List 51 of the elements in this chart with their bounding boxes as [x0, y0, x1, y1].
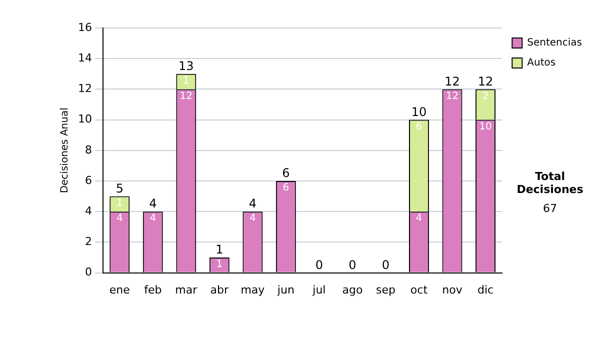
y-tick-label: 6 — [84, 174, 92, 187]
data-label: 12 — [180, 90, 193, 102]
total-label: 12 — [478, 74, 494, 88]
total-label: 0 — [315, 258, 324, 272]
x-tick-label: ene — [109, 283, 130, 296]
total-label: 12 — [444, 74, 460, 88]
x-tick-label: mar — [175, 283, 198, 296]
x-tick-label: nov — [442, 283, 463, 296]
total-label: 13 — [178, 59, 194, 74]
total-label: 6 — [282, 166, 290, 180]
text: 67 — [542, 202, 558, 215]
y-tick-label: 8 — [84, 143, 92, 156]
data-label: 1 — [116, 198, 123, 209]
data-label: 6 — [282, 182, 290, 194]
total-label: 4 — [149, 196, 157, 211]
x-tick-label: sep — [376, 283, 396, 296]
data-label: 1 — [216, 259, 223, 270]
total-label: 4 — [248, 196, 256, 211]
x-tick-label: may — [240, 283, 266, 296]
data-label: 4 — [416, 213, 422, 224]
y-axis-title: Decisiones Anual — [60, 108, 71, 194]
total-label: 0 — [348, 258, 356, 272]
y-tick-label: 0 — [84, 266, 92, 279]
y-tick-label: 14 — [78, 51, 92, 64]
total-label: 1 — [216, 242, 224, 257]
data-label: 6 — [416, 121, 422, 132]
data-label: 12 — [446, 90, 459, 102]
y-tick-label: 16 — [78, 20, 92, 34]
legend-label: Sentencias — [527, 38, 582, 49]
total-label: 10 — [411, 104, 427, 119]
y-tick-label: 10 — [78, 112, 92, 126]
total-label: 0 — [382, 258, 390, 272]
data-label: 4 — [150, 213, 156, 224]
x-tick-label: abr — [210, 283, 230, 296]
x-tick-label: ago — [342, 283, 363, 296]
data-label: 10 — [479, 121, 492, 132]
x-tick-label: jun — [276, 283, 294, 296]
x-tick-label: dic — [477, 283, 494, 296]
x-tick-label: feb — [144, 283, 162, 296]
x-tick-label: jul — [312, 283, 326, 296]
y-tick-label: 4 — [84, 204, 92, 218]
y-tick-label: 12 — [78, 82, 92, 96]
text: Total Decisiones — [516, 170, 584, 196]
data-label: 4 — [116, 213, 123, 224]
data-label: 2 — [482, 90, 489, 102]
x-tick-label: oct — [410, 283, 428, 296]
total-label: 5 — [116, 181, 124, 196]
legend-label: Autos — [527, 58, 556, 69]
y-tick-label: 2 — [84, 235, 92, 248]
data-label: 1 — [182, 75, 190, 86]
data-label: 4 — [249, 213, 256, 224]
